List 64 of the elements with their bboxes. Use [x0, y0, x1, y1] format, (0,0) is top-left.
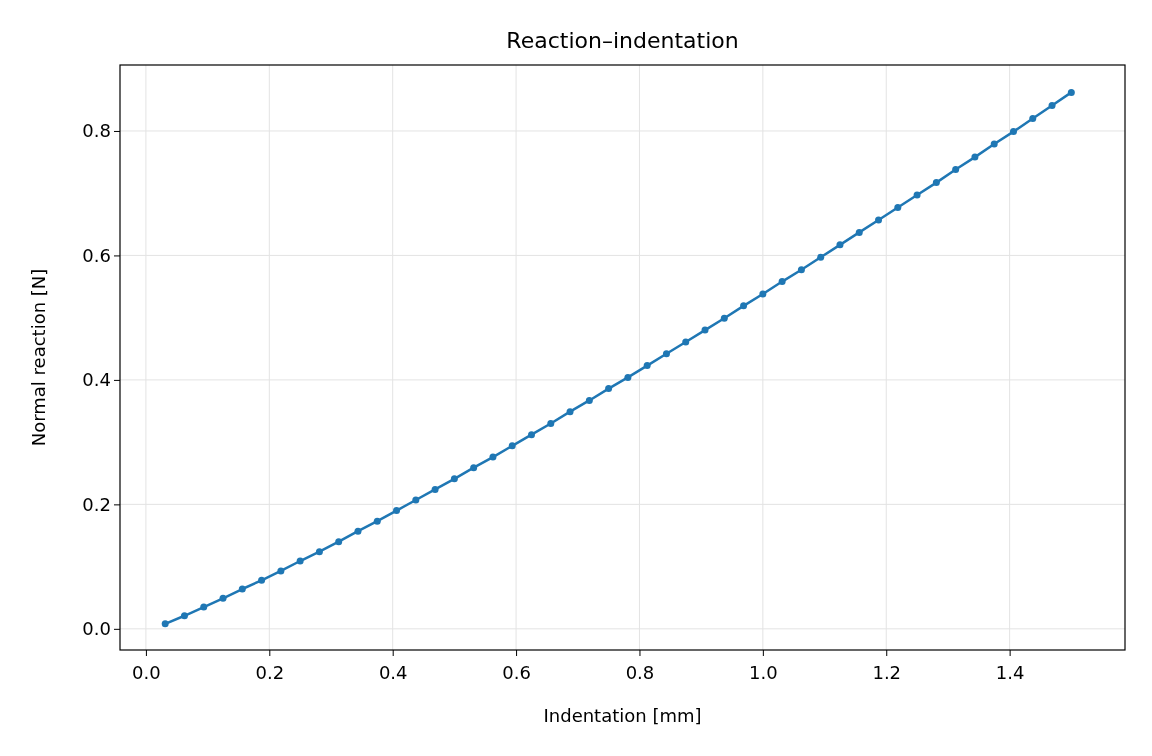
y-tick-label: 0.4 — [82, 369, 111, 391]
x-tick-label: 0.8 — [625, 661, 655, 683]
point — [605, 385, 613, 393]
point — [315, 548, 323, 556]
point — [971, 153, 979, 161]
point — [547, 419, 555, 427]
point — [489, 453, 497, 461]
point — [277, 567, 285, 575]
point — [662, 350, 670, 358]
point — [1009, 128, 1017, 136]
point — [1029, 115, 1037, 123]
point — [470, 464, 478, 472]
point — [393, 507, 401, 515]
point — [508, 442, 516, 450]
x-tick-label: 0.0 — [132, 661, 161, 683]
point — [258, 576, 266, 584]
point — [682, 338, 690, 346]
point — [643, 362, 651, 370]
point — [913, 191, 921, 199]
point — [701, 326, 709, 334]
y-tick-label: 0.0 — [82, 618, 111, 640]
point — [412, 496, 420, 504]
x-tick-label: 0.6 — [502, 661, 531, 683]
chart-title: Reaction–indentation — [506, 28, 739, 53]
point — [720, 314, 728, 322]
point — [335, 538, 343, 546]
point — [450, 475, 458, 483]
point — [354, 527, 362, 535]
point — [238, 585, 246, 593]
point — [778, 278, 786, 286]
point — [296, 557, 304, 565]
point — [161, 620, 169, 628]
point — [759, 290, 767, 298]
point — [1048, 101, 1056, 109]
point — [855, 228, 863, 236]
point — [373, 517, 381, 525]
point — [180, 612, 188, 620]
x-tick-label: 0.4 — [378, 661, 408, 683]
point — [585, 396, 593, 404]
point — [932, 179, 940, 187]
x-tick-label: 1.4 — [995, 661, 1025, 683]
y-tick-label: 0.6 — [82, 244, 111, 266]
point — [836, 241, 844, 249]
y-tick-label: 0.2 — [82, 493, 111, 515]
point — [624, 373, 632, 381]
point — [431, 485, 439, 493]
point — [894, 204, 902, 212]
point — [990, 140, 998, 148]
x-axis-title: Indentation [mm] — [543, 705, 702, 726]
y-axis-title: Normal reaction [N] — [28, 268, 49, 447]
y-tick-label: 0.8 — [82, 120, 111, 142]
point — [200, 603, 208, 611]
point — [1067, 88, 1075, 96]
point — [219, 594, 227, 602]
x-tick-label: 0.2 — [255, 661, 285, 683]
point — [952, 166, 960, 174]
point — [566, 408, 574, 416]
x-tick-label: 1.2 — [872, 661, 902, 683]
point — [528, 431, 535, 439]
point — [817, 253, 825, 261]
x-tick-label: 1.0 — [749, 661, 778, 683]
point — [875, 216, 883, 224]
point — [797, 266, 805, 274]
point — [740, 302, 748, 310]
